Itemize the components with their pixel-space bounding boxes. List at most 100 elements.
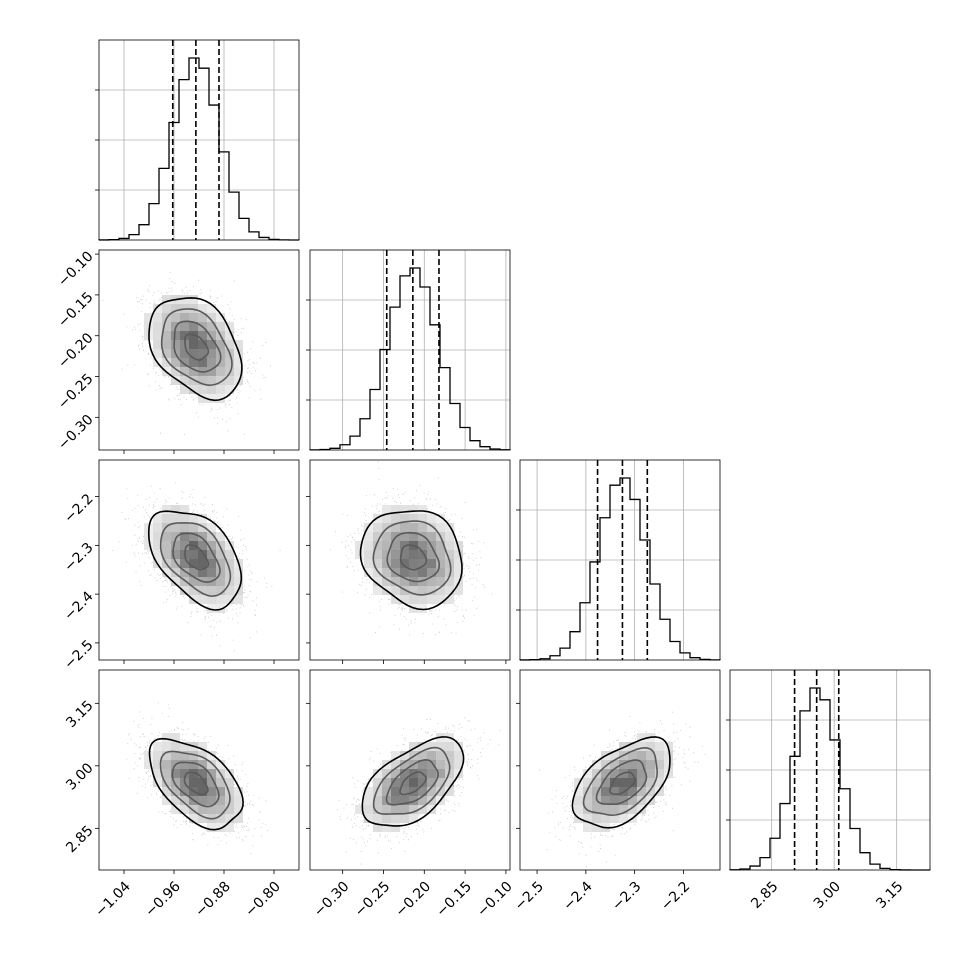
density-cell: [637, 742, 646, 751]
density-cell: [427, 760, 436, 769]
density-cell: [198, 742, 207, 751]
density-cell: [637, 787, 646, 796]
density-cell: [198, 751, 207, 760]
density-cell: [400, 523, 409, 532]
density-cell: [225, 778, 234, 787]
density-cell: [418, 742, 427, 751]
density-cell: [427, 595, 436, 604]
density-cell: [189, 550, 198, 559]
density-cell: [171, 769, 180, 778]
density-cell: [418, 805, 427, 814]
histogram-line: [729, 687, 931, 871]
density-cell: [198, 331, 207, 340]
density-cell: [153, 523, 162, 532]
density-cell: [445, 787, 454, 796]
density-cell: [382, 805, 391, 814]
density-cell: [409, 559, 418, 568]
density-cell: [180, 787, 189, 796]
density-cell: [391, 805, 400, 814]
density-cell: [418, 568, 427, 577]
contour-line: [571, 736, 671, 829]
histogram-panel-3: [726, 669, 931, 871]
density-cell: [418, 796, 427, 805]
density-cell: [153, 532, 162, 541]
density-cell: [189, 769, 198, 778]
density-cell: [225, 814, 234, 823]
density-cell: [592, 769, 601, 778]
contour-line: [173, 320, 222, 373]
x-tick-label: 3.15: [873, 879, 906, 912]
density-cell: [409, 514, 418, 523]
density-cell: [225, 340, 234, 349]
density-cell: [234, 340, 243, 349]
density-cell: [216, 367, 225, 376]
density-cell: [445, 778, 454, 787]
y-tick-label: −2.4: [61, 588, 96, 623]
density-cell: [180, 331, 189, 340]
density-cell: [373, 586, 382, 595]
density-cell: [610, 751, 619, 760]
density-cell: [198, 760, 207, 769]
density-cell: [355, 805, 364, 814]
density-cell: [216, 550, 225, 559]
density-cell: [445, 541, 454, 550]
density-cell: [225, 805, 234, 814]
density-cell: [382, 769, 391, 778]
density-cell: [207, 358, 216, 367]
density-cell: [601, 814, 610, 823]
density-cell: [207, 340, 216, 349]
density-cell: [225, 367, 234, 376]
density-cell: [207, 604, 216, 613]
contour-line: [582, 746, 659, 817]
density-cell: [445, 586, 454, 595]
density-cell: [162, 760, 171, 769]
density-cell: [436, 778, 445, 787]
density-cell: [189, 751, 198, 760]
density-cell: [391, 796, 400, 805]
density-cell: [445, 742, 454, 751]
density-cell: [655, 742, 664, 751]
density-cell: [171, 559, 180, 568]
density-cell: [373, 796, 382, 805]
y-tick-label: −2.2: [61, 491, 96, 526]
density-cell: [171, 514, 180, 523]
density-cell: [601, 760, 610, 769]
density-cell: [409, 532, 418, 541]
density-cell: [216, 385, 225, 394]
density-cell: [207, 349, 216, 358]
density-cell: [646, 742, 655, 751]
density-cell: [583, 814, 592, 823]
density-cell: [574, 796, 583, 805]
density-cell: [382, 787, 391, 796]
density-cell: [391, 577, 400, 586]
density-cell: [234, 358, 243, 367]
contour-line: [148, 297, 243, 402]
density-cell: [180, 376, 189, 385]
density-cell: [427, 586, 436, 595]
density-cell: [162, 349, 171, 358]
density-cell: [436, 769, 445, 778]
density-cell: [655, 769, 664, 778]
density-cell: [610, 814, 619, 823]
density-cell: [162, 733, 171, 742]
density-cell: [655, 787, 664, 796]
contour-line: [159, 750, 231, 820]
density-cell: [153, 760, 162, 769]
x-tick-label: −2.4: [560, 879, 595, 914]
density-cell: [153, 778, 162, 787]
scatter-panel-3-2: [516, 669, 721, 874]
y-tick-label: −2.5: [61, 637, 96, 672]
density-cell: [216, 577, 225, 586]
density-cell: [189, 367, 198, 376]
density-cell: [180, 541, 189, 550]
density-cell: [189, 349, 198, 358]
scatter-points: [102, 272, 271, 435]
density-cell: [144, 541, 153, 550]
density-cell: [445, 595, 454, 604]
density-cell: [628, 805, 637, 814]
density-cell: [198, 358, 207, 367]
density-cell: [171, 304, 180, 313]
density-cell: [400, 769, 409, 778]
density-cell: [619, 760, 628, 769]
density-cell: [400, 760, 409, 769]
